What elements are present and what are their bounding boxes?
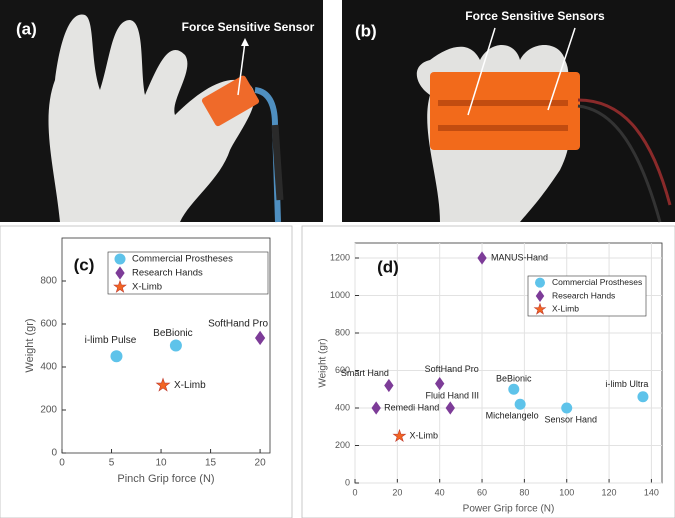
x-tick-label: 15 [205, 458, 217, 469]
legend-marker [533, 302, 547, 315]
point [477, 251, 487, 265]
x-tick-label: 40 [435, 487, 445, 497]
y-axis-label: Weight (gr) [318, 338, 329, 387]
legend-label: Research Hands [132, 268, 203, 279]
legend-label: Commercial Prostheses [552, 277, 642, 287]
legend-label: Commercial Prostheses [132, 254, 233, 265]
y-tick-label: 0 [345, 477, 350, 487]
annotation: Force Sensitive Sensors [465, 9, 605, 23]
x-tick-label: 20 [392, 487, 402, 497]
point-label: SoftHand Pro [425, 364, 479, 374]
point-label: X-Limb [409, 431, 438, 441]
point [110, 350, 123, 363]
x-tick-label: 80 [519, 487, 529, 497]
point-label: MANUS-Hand [491, 252, 548, 262]
photo-b: (b) Force Sensitive Sensors [342, 0, 675, 223]
legend-marker [113, 279, 127, 293]
point [561, 402, 573, 414]
point-label: i-limb Ultra [605, 379, 648, 389]
y-tick-label: 0 [51, 448, 57, 459]
panel-label: (d) [377, 257, 399, 276]
point-label: Michelangelo [486, 411, 539, 421]
legend-box [107, 251, 269, 295]
point [637, 391, 649, 403]
point [371, 401, 381, 415]
panel-label: (a) [16, 19, 37, 38]
y-tick-label: 1000 [330, 290, 350, 300]
x-axis-label: Power Grip force (N) [463, 504, 555, 515]
y-tick-label: 1200 [330, 252, 350, 262]
point [169, 339, 182, 352]
x-tick-label: 5 [109, 458, 115, 469]
point [384, 378, 394, 393]
y-tick-label: 800 [335, 327, 350, 337]
chart: 0 20 40 60 80 100 120 140 0 200 400 600 800 1000 1200 P… [301, 225, 675, 518]
legend-box [527, 275, 647, 317]
point-label: i-limb Pulse [85, 335, 137, 346]
annotation: Force Sensitive Sensor [182, 20, 315, 34]
legend-marker [535, 290, 545, 302]
point-label: Smart Hand [341, 368, 389, 378]
point [155, 377, 171, 392]
y-tick-label: 600 [40, 319, 57, 330]
point [508, 383, 520, 395]
point-label: BeBionic [496, 374, 532, 384]
point [392, 428, 407, 442]
point [435, 377, 445, 391]
legend-marker [114, 253, 126, 265]
x-tick-label: 140 [644, 487, 659, 497]
legend-label: X-Limb [132, 282, 162, 293]
y-tick-label: 400 [40, 362, 57, 373]
photo-a: (a) Force Sensitive Sensor [0, 0, 323, 223]
point-label: X-Limb [174, 380, 206, 391]
point-label: Fluid Hand III [426, 390, 480, 400]
y-tick-label: 200 [40, 405, 57, 416]
y-tick-label: 400 [335, 402, 350, 412]
y-tick-label: 200 [335, 440, 350, 450]
point-label: BeBionic [153, 328, 192, 339]
point [445, 401, 455, 415]
x-tick-label: 60 [477, 487, 487, 497]
x-axis-label: Pinch Grip force (N) [117, 473, 214, 485]
y-tick-label: 800 [40, 276, 57, 287]
legend-label: Research Hands [552, 290, 615, 300]
x-tick-label: 100 [559, 487, 574, 497]
y-axis-label: Weight (gr) [24, 318, 36, 372]
x-tick-label: 0 [59, 458, 65, 469]
point-label: SoftHand Pro [208, 319, 268, 330]
point [254, 330, 266, 346]
point-label: Sensor Hand [544, 414, 597, 424]
x-tick-label: 0 [352, 487, 357, 497]
legend-marker [535, 277, 545, 288]
x-tick-label: 120 [602, 487, 617, 497]
panel-label: (c) [74, 255, 95, 274]
panel-label: (b) [355, 21, 377, 40]
point-label: Remedi Hand [384, 402, 439, 412]
legend-marker [115, 266, 125, 280]
y-tick-label: 600 [335, 365, 350, 375]
x-tick-label: 20 [255, 458, 267, 469]
legend-label: X-Limb [552, 304, 579, 314]
point [514, 398, 526, 410]
x-tick-label: 10 [155, 458, 167, 469]
